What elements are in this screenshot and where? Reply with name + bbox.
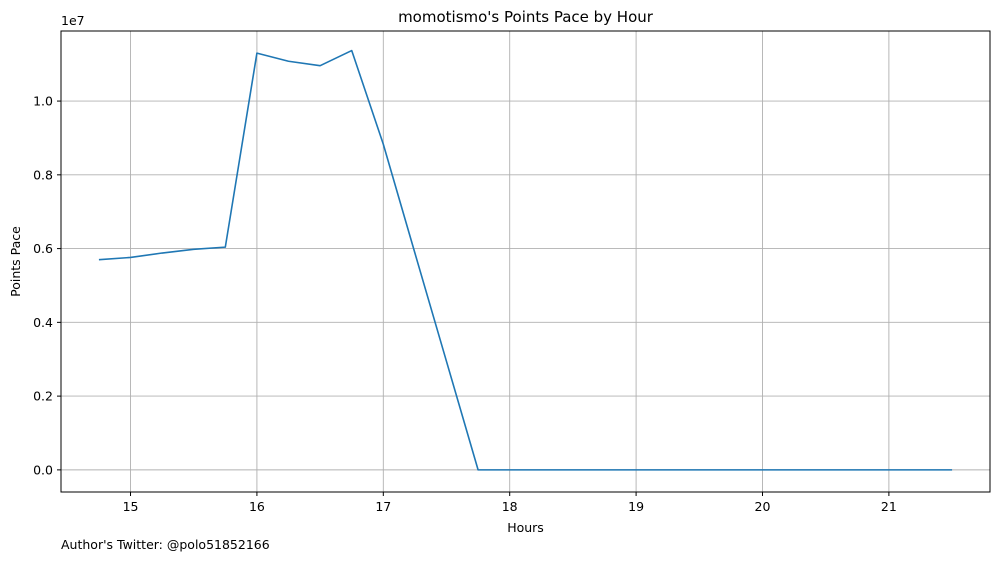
y-tick-label: 0.8 (33, 167, 53, 182)
y-tick-label: 0.2 (33, 389, 53, 404)
x-tick-label: 21 (881, 499, 897, 514)
x-tick-label: 16 (249, 499, 265, 514)
x-tick-label: 20 (755, 499, 771, 514)
axes-frame (60, 30, 991, 493)
x-tick-label: 17 (375, 499, 391, 514)
chart-title: momotismo's Points Pace by Hour (398, 8, 654, 26)
x-tick-label: 18 (502, 499, 518, 514)
y-tick-label: 0.4 (33, 315, 53, 330)
x-tick-label: 15 (123, 499, 139, 514)
y-axis-offset-label: 1e7 (61, 13, 85, 28)
y-tick-label: 0.0 (33, 462, 53, 477)
plot-series (98, 49, 953, 471)
series-line (98, 49, 953, 471)
y-tick-label: 0.6 (33, 241, 53, 256)
x-axis-ticks: 15 16 17 18 19 20 21 (123, 492, 897, 514)
y-axis-ticks: 0.0 0.2 0.4 0.6 0.8 1.0 (33, 94, 61, 477)
x-tick-label: 19 (628, 499, 644, 514)
y-axis-label: Points Pace (8, 226, 23, 297)
y-tick-label: 1.0 (33, 94, 53, 109)
author-credit: Author's Twitter: @polo51852166 (61, 537, 270, 552)
x-axis-label: Hours (507, 520, 544, 535)
grid-lines (61, 31, 990, 492)
